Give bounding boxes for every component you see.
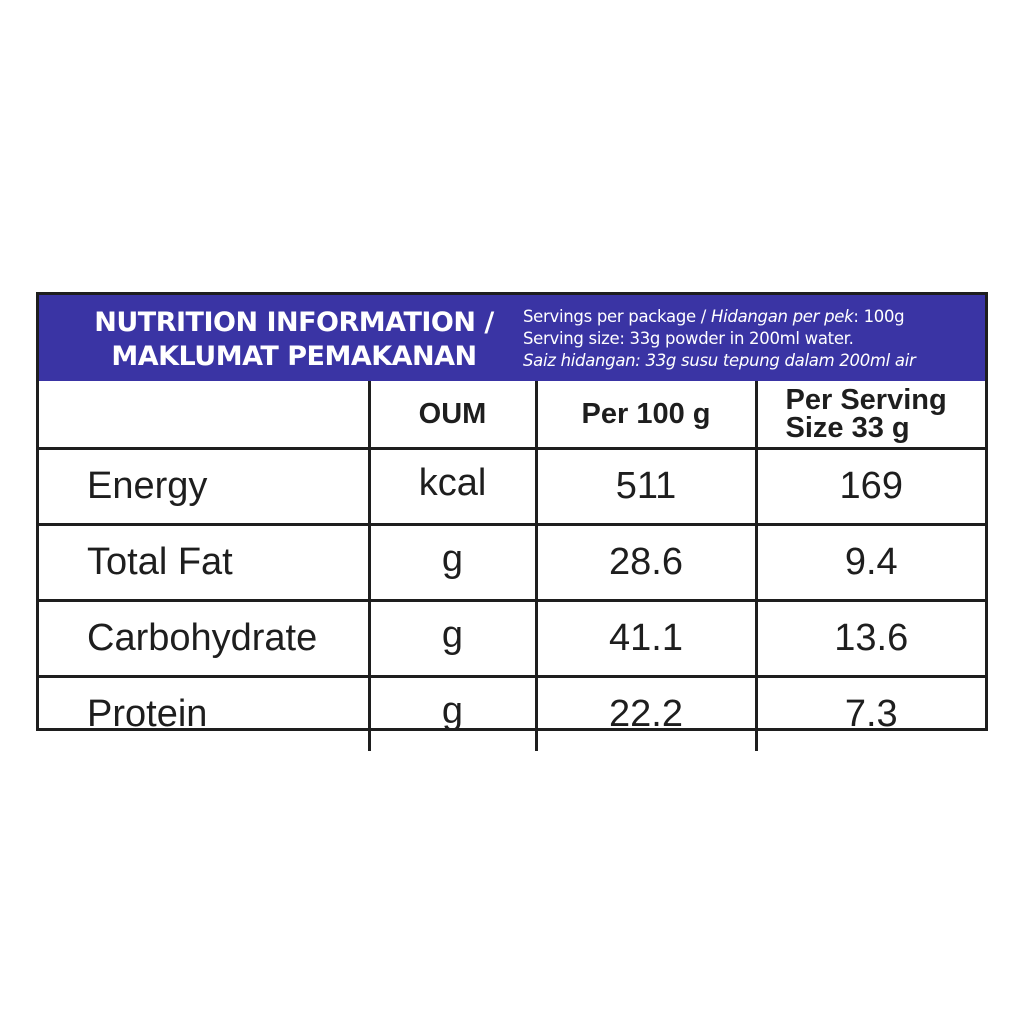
value-per-100g: 41.1 bbox=[534, 599, 758, 678]
header-per-serving: Per Serving Size 33 g bbox=[754, 381, 985, 450]
table-row-protein: Protein g 22.2 7.3 bbox=[39, 675, 985, 751]
nutrient-unit: g bbox=[367, 599, 538, 678]
nutrient-name: Total Fat bbox=[39, 523, 371, 602]
value-per-100g: 22.2 bbox=[534, 675, 758, 751]
header-oum: OUM bbox=[367, 381, 538, 450]
serving-size-malay: Saiz hidangan: 33g susu tepung dalam 200… bbox=[523, 351, 916, 370]
panel-header: NUTRITION INFORMATION / MAKLUMAT PEMAKAN… bbox=[39, 295, 985, 381]
table-row-carbohydrate: Carbohydrate g 41.1 13.6 bbox=[39, 599, 985, 678]
nutrient-name: Protein bbox=[39, 675, 371, 751]
title-line-english: NUTRITION INFORMATION / bbox=[94, 307, 494, 338]
header-blank-cell bbox=[39, 381, 371, 450]
title-line-malay: MAKLUMAT PEMAKANAN bbox=[111, 341, 477, 372]
header-per-100g: Per 100 g bbox=[534, 381, 758, 450]
nutrient-unit: g bbox=[367, 523, 538, 602]
panel-title: NUTRITION INFORMATION / MAKLUMAT PEMAKAN… bbox=[59, 306, 529, 374]
servings-info: Servings per package / Hidangan per pek:… bbox=[523, 306, 983, 372]
table-row-total-fat: Total Fat g 28.6 9.4 bbox=[39, 523, 985, 602]
serving-size-english: Serving size: 33g powder in 200ml water. bbox=[523, 329, 854, 348]
value-per-serving: 9.4 bbox=[754, 523, 985, 602]
nutrient-unit: kcal bbox=[367, 447, 538, 526]
nutrient-unit: g bbox=[367, 675, 538, 751]
value-per-100g: 511 bbox=[534, 447, 758, 526]
nutrient-name: Energy bbox=[39, 447, 371, 526]
nutrition-table: OUM Per 100 g Per Serving Size 33 g Ener… bbox=[39, 381, 985, 751]
value-per-100g: 28.6 bbox=[534, 523, 758, 602]
value-per-serving: 169 bbox=[754, 447, 985, 526]
nutrition-panel: NUTRITION INFORMATION / MAKLUMAT PEMAKAN… bbox=[36, 292, 988, 751]
value-per-serving: 13.6 bbox=[754, 599, 985, 678]
value-per-serving: 7.3 bbox=[754, 675, 985, 751]
servings-per-package: Servings per package / Hidangan per pek:… bbox=[523, 307, 905, 326]
nutrient-name: Carbohydrate bbox=[39, 599, 371, 678]
table-row-energy: Energy kcal 511 169 bbox=[39, 447, 985, 526]
table-header-row: OUM Per 100 g Per Serving Size 33 g bbox=[39, 381, 985, 450]
